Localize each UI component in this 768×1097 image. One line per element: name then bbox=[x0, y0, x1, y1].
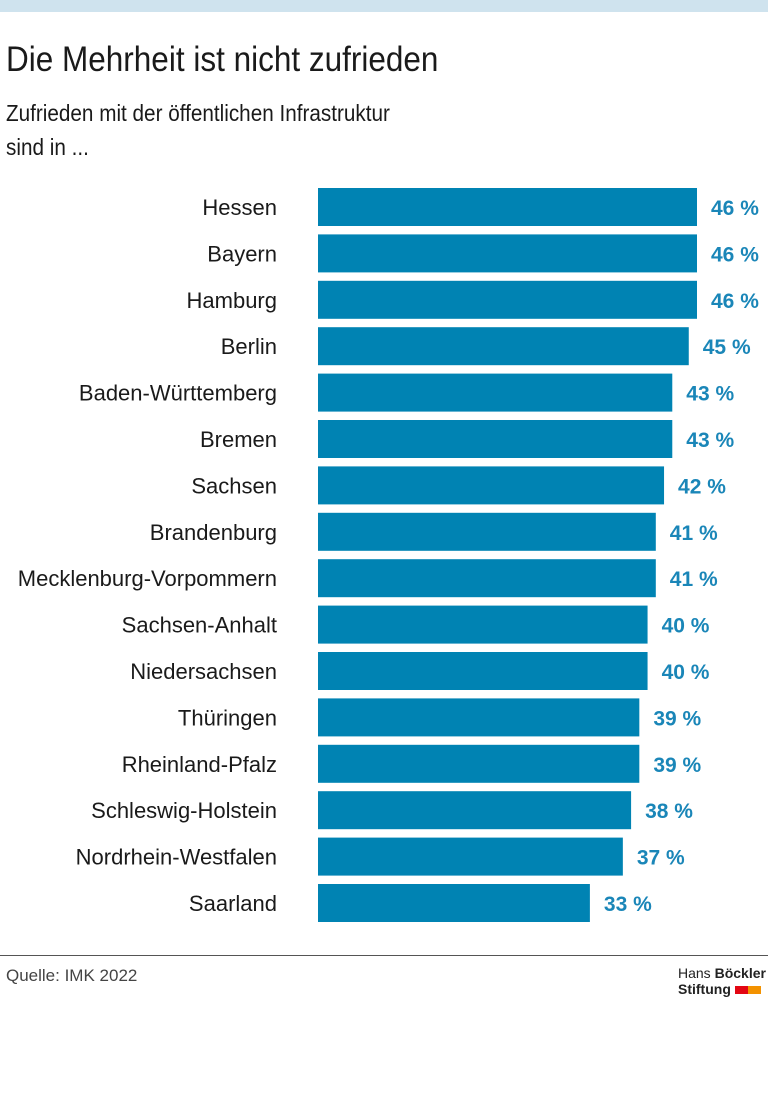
category-label: Saarland bbox=[189, 891, 277, 916]
bar-5 bbox=[318, 420, 673, 458]
value-label: 46 % bbox=[711, 243, 759, 266]
bar-11 bbox=[318, 698, 640, 737]
bar-8 bbox=[318, 559, 656, 598]
bar-3 bbox=[318, 327, 689, 366]
value-label: 39 % bbox=[653, 707, 701, 730]
category-label: Hessen bbox=[202, 195, 277, 220]
bar-15 bbox=[318, 884, 590, 922]
value-label: 37 % bbox=[637, 847, 685, 870]
value-label: 38 % bbox=[645, 800, 693, 823]
footer-divider bbox=[0, 955, 768, 956]
subtitle-line-1: Zufrieden mit der öffentlichen Infrastru… bbox=[6, 100, 390, 126]
category-label: Thüringen bbox=[178, 705, 277, 730]
value-label: 45 % bbox=[703, 336, 751, 359]
bar-4 bbox=[318, 373, 673, 412]
top-band bbox=[0, 0, 768, 12]
value-label: 41 % bbox=[670, 522, 718, 545]
value-label: 46 % bbox=[711, 197, 759, 220]
category-label: Hamburg bbox=[187, 288, 277, 313]
bar-1 bbox=[318, 234, 697, 273]
value-label: 46 % bbox=[711, 290, 759, 313]
bar-6 bbox=[318, 466, 665, 505]
category-label: Rheinland-Pfalz bbox=[122, 752, 277, 777]
category-label: Niedersachsen bbox=[130, 659, 277, 684]
category-label: Sachsen-Anhalt bbox=[122, 613, 277, 638]
bar-14 bbox=[318, 837, 623, 876]
bar-chart: Hessen 46 % Bayern 46 % Hamburg 46 % Berlin 45 … bbox=[18, 188, 759, 922]
value-label: 43 % bbox=[686, 429, 734, 452]
category-label: Baden-Württemberg bbox=[79, 381, 277, 406]
value-label: 39 % bbox=[653, 754, 701, 777]
hans-boeckler-logo: Hans Böckler Stiftung bbox=[678, 965, 766, 997]
category-label: Bayern bbox=[207, 241, 277, 266]
value-label: 40 % bbox=[662, 661, 710, 684]
source-note: Quelle: IMK 2022 bbox=[6, 966, 138, 985]
bar-9 bbox=[318, 605, 648, 644]
value-label: 33 % bbox=[604, 893, 652, 916]
category-label: Sachsen bbox=[191, 473, 277, 498]
value-label: 43 % bbox=[686, 383, 734, 406]
value-label: 42 % bbox=[678, 475, 726, 498]
bar-12 bbox=[318, 744, 640, 783]
bar-2 bbox=[318, 280, 697, 319]
bar-10 bbox=[318, 652, 648, 690]
category-label: Berlin bbox=[221, 334, 277, 359]
subtitle-line-2: sind in ... bbox=[6, 134, 89, 160]
chart-subtitle: Zufrieden mit der öffentlichen Infrastru… bbox=[6, 96, 510, 164]
category-label: Bremen bbox=[200, 427, 277, 452]
category-label: Mecklenburg-Vorpommern bbox=[18, 566, 277, 591]
category-label: Schleswig-Holstein bbox=[91, 798, 277, 823]
chart-title: Die Mehrheit ist nicht zufrieden bbox=[6, 40, 439, 79]
bar-13 bbox=[318, 791, 632, 830]
category-label: Nordrhein-Westfalen bbox=[76, 845, 277, 870]
value-label: 40 % bbox=[662, 615, 710, 638]
bar-0 bbox=[318, 188, 697, 226]
category-label: Brandenburg bbox=[150, 520, 277, 545]
value-label: 41 % bbox=[670, 568, 718, 591]
bar-7 bbox=[318, 512, 656, 551]
